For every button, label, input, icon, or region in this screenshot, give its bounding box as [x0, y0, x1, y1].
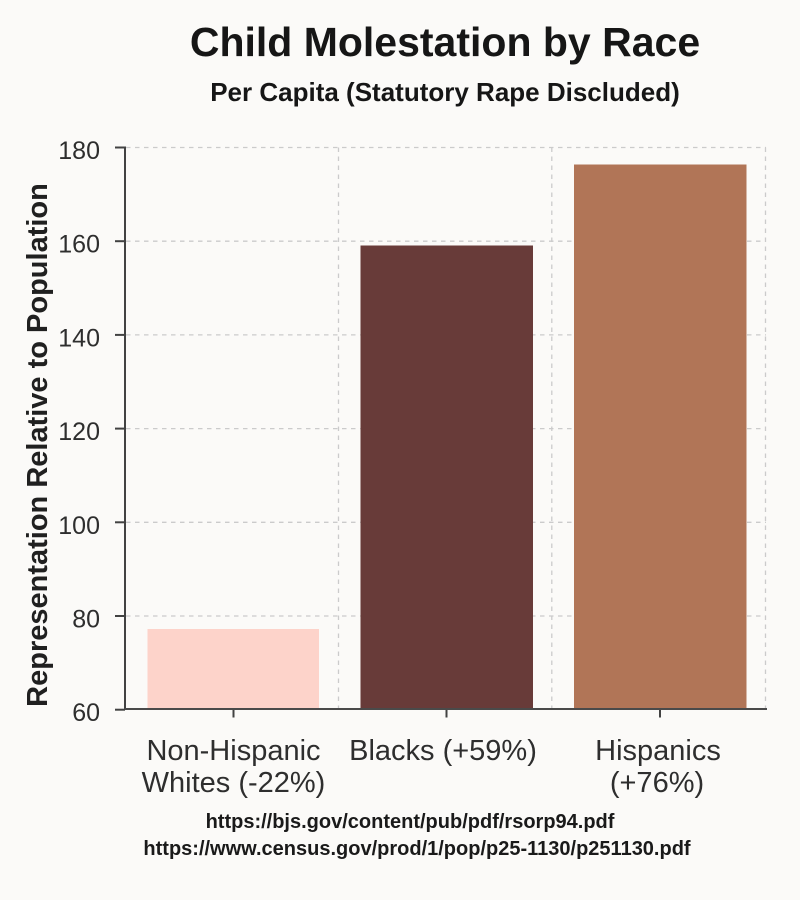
svg-text:Child Molestation by Race: Child Molestation by Race [190, 19, 700, 65]
svg-text:140: 140 [58, 324, 100, 352]
svg-text:Per Capita (Statutory Rape Dis: Per Capita (Statutory Rape Discluded) [210, 77, 680, 107]
svg-text:Blacks (+59%): Blacks (+59%) [349, 735, 537, 767]
svg-text:160: 160 [58, 231, 100, 259]
svg-text:(+76%): (+76%) [610, 767, 704, 799]
svg-text:Hispanics: Hispanics [595, 735, 721, 767]
svg-text:100: 100 [58, 512, 100, 540]
svg-text:Representation Relative to Pop: Representation Relative to Population [22, 183, 54, 707]
svg-text:https://www.census.gov/prod/1/: https://www.census.gov/prod/1/pop/p25-11… [143, 838, 691, 860]
svg-text:Whites (-22%): Whites (-22%) [142, 767, 326, 799]
svg-text:Non-Hispanic: Non-Hispanic [146, 735, 320, 767]
svg-text:120: 120 [58, 418, 100, 446]
svg-text:https://bjs.gov/content/pub/pd: https://bjs.gov/content/pub/pdf/rsorp94.… [206, 811, 615, 833]
svg-text:180: 180 [58, 137, 100, 165]
svg-text:80: 80 [72, 606, 100, 634]
svg-text:60: 60 [72, 699, 100, 727]
